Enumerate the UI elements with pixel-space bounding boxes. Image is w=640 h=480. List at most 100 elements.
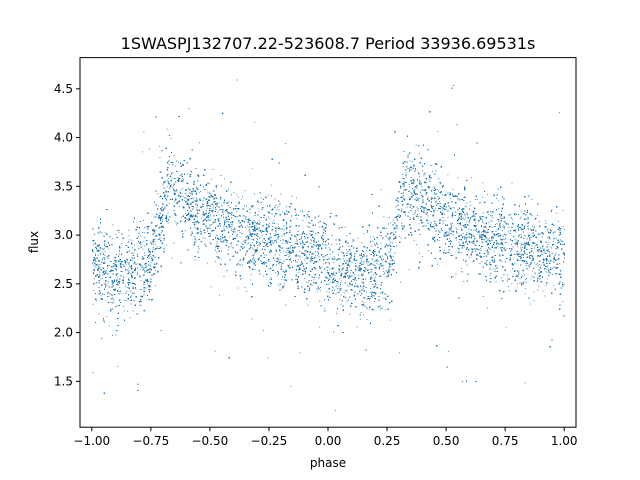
data-point: [237, 234, 238, 235]
data-point: [427, 250, 429, 252]
data-point: [429, 228, 431, 230]
data-point: [114, 256, 115, 258]
data-point: [159, 196, 161, 198]
data-point: [116, 254, 117, 255]
data-point: [435, 194, 437, 196]
data-point: [386, 228, 388, 229]
data-point: [346, 300, 348, 302]
data-point: [272, 240, 274, 242]
data-point: [470, 204, 472, 206]
data-point: [521, 247, 523, 248]
data-point: [401, 208, 403, 210]
data-point: [418, 223, 420, 225]
data-point: [561, 274, 562, 276]
data-point: [129, 261, 131, 263]
data-point: [282, 233, 284, 235]
data-point: [118, 300, 120, 302]
data-point: [326, 254, 328, 255]
data-point: [366, 260, 368, 262]
data-point: [297, 272, 299, 274]
data-point: [380, 308, 381, 310]
data-point: [411, 210, 413, 212]
data-point: [214, 350, 216, 352]
data-point: [346, 235, 347, 237]
data-point: [149, 268, 151, 270]
data-point: [93, 265, 95, 267]
data-point: [152, 242, 154, 243]
data-point: [99, 264, 101, 265]
data-point: [216, 187, 217, 189]
data-point: [164, 206, 166, 208]
data-point: [298, 255, 300, 257]
data-point: [333, 271, 335, 273]
data-point: [261, 235, 263, 236]
data-point: [412, 167, 414, 169]
data-point: [104, 250, 106, 252]
data-point: [452, 234, 454, 236]
data-point: [104, 260, 106, 262]
data-point: [176, 224, 178, 226]
data-point: [290, 238, 292, 240]
data-point: [245, 290, 247, 292]
data-point: [363, 314, 364, 316]
data-point: [531, 270, 533, 272]
data-point: [532, 252, 534, 254]
data-point: [347, 284, 348, 286]
data-point: [482, 221, 483, 223]
data-point: [465, 217, 466, 219]
data-point: [147, 281, 149, 283]
data-point: [403, 177, 405, 179]
data-point: [266, 254, 268, 256]
data-point: [214, 228, 216, 230]
data-point: [548, 260, 550, 262]
data-point: [324, 232, 326, 234]
data-point: [135, 288, 137, 290]
data-point: [230, 230, 232, 231]
data-point: [285, 269, 287, 271]
data-point: [232, 229, 234, 230]
data-point: [464, 226, 465, 228]
data-point: [497, 200, 499, 202]
data-point: [171, 257, 173, 259]
data-point: [319, 326, 321, 328]
data-point: [548, 235, 550, 237]
data-point: [150, 262, 152, 264]
data-point: [347, 275, 348, 277]
data-point: [477, 231, 479, 233]
data-point: [527, 227, 529, 229]
data-point: [525, 288, 527, 290]
data-point: [392, 263, 394, 264]
data-point: [194, 259, 196, 261]
data-point: [525, 281, 527, 283]
data-point: [402, 197, 403, 199]
data-point: [124, 261, 125, 263]
data-point: [548, 249, 549, 250]
data-point: [518, 214, 519, 215]
data-point: [505, 237, 507, 239]
data-point: [92, 303, 94, 305]
data-point: [498, 208, 499, 210]
data-point: [537, 215, 538, 216]
data-point: [238, 196, 239, 198]
data-point: [154, 238, 156, 240]
data-point: [485, 262, 487, 264]
data-point: [149, 268, 151, 269]
data-point: [171, 162, 172, 164]
data-point: [118, 231, 120, 233]
data-point: [493, 237, 494, 239]
data-point: [261, 261, 263, 262]
data-point: [219, 217, 221, 219]
data-point: [448, 201, 450, 203]
data-point: [356, 326, 358, 328]
data-point: [296, 238, 298, 240]
data-point: [474, 237, 476, 239]
data-point: [545, 220, 547, 222]
data-point: [520, 258, 521, 260]
data-point: [143, 240, 145, 242]
data-point: [222, 216, 224, 218]
data-point: [476, 231, 477, 232]
data-point: [508, 286, 509, 287]
data-point: [123, 277, 124, 279]
data-point: [192, 149, 194, 151]
data-point: [442, 222, 444, 224]
